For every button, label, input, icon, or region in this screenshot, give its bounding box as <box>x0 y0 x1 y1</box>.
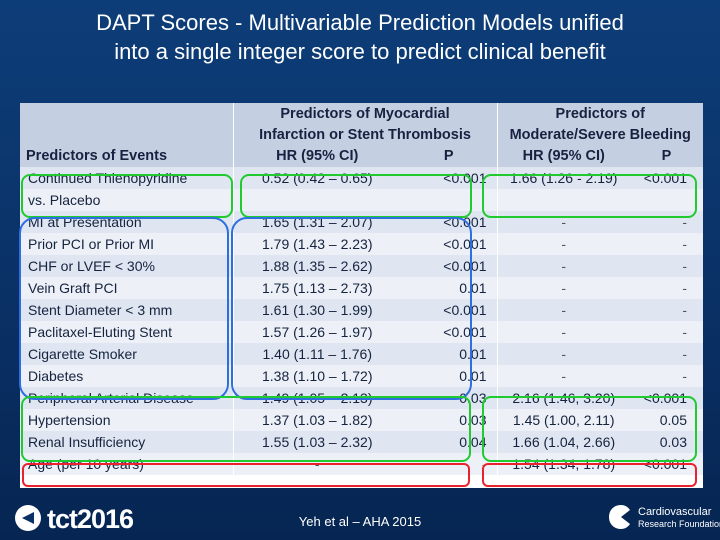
crf-logo-icon <box>609 505 630 529</box>
predictor-cell: Vein Graft PCI <box>20 277 233 299</box>
crf-line-1: Cardiovascular <box>638 506 712 518</box>
bleed-hr-cell: 1.45 (1.00, 2.11) <box>496 409 630 431</box>
bleed-p-cell: 0.03 <box>630 431 703 453</box>
mi-p-cell: 0.04 <box>401 431 497 453</box>
bleed-hr-cell: - <box>496 365 630 387</box>
mi-p-cell: 0.01 <box>401 343 497 365</box>
mi-group-header-line1: Predictors of Myocardial <box>232 103 497 124</box>
bleed-p-cell: - <box>630 299 703 321</box>
mi-hr-cell: 1.40 (1.11 – 1.76) <box>232 343 401 365</box>
bleed-hr-cell: 1.66 (1.04, 2.66) <box>496 431 630 453</box>
table-row: vs. Placebo <box>20 189 703 211</box>
tct-logo-icon <box>15 505 41 531</box>
tct-logo-text: tct2016 <box>47 504 134 534</box>
bleed-group-header-line1: Predictors of <box>496 103 703 124</box>
table-row: Vein Graft PCI 1.75 (1.13 – 2.73) 0.01- - <box>20 277 703 299</box>
mi-p-cell: <0.001 <box>401 299 497 321</box>
mi-p-cell: <0.001 <box>401 255 497 277</box>
title-line-2: into a single integer score to predict c… <box>114 39 606 64</box>
predictor-cell: Renal Insufficiency <box>20 431 233 453</box>
bleed-p-cell: - <box>630 321 703 343</box>
mi-p-cell: <0.001 <box>401 233 497 255</box>
table-row: CHF or LVEF < 30% 1.88 (1.35 – 2.62) <0.00… <box>20 255 703 277</box>
mi-hr-cell: 1.38 (1.10 – 1.72) <box>232 365 401 387</box>
col-header-bleed-p: P <box>630 145 703 167</box>
col-header-bleed-hr: HR (95% CI) <box>496 145 630 167</box>
mi-p-cell: <0.001 <box>401 321 497 343</box>
mi-hr-cell: 1.88 (1.35 – 2.62) <box>232 255 401 277</box>
table-row: Paclitaxel-Eluting Stent 1.57 (1.26 – 1.9… <box>20 321 703 343</box>
slide-title: DAPT Scores - Multivariable Prediction M… <box>0 8 720 66</box>
mi-group-header-line2: Infarction or Stent Thrombosis <box>232 124 497 145</box>
highlight-thienopyridine-label <box>21 174 233 218</box>
bleed-p-cell: - <box>630 255 703 277</box>
predictor-cell: Diabetes <box>20 365 233 387</box>
mi-hr-cell: 1.75 (1.13 – 2.73) <box>232 277 401 299</box>
bleed-p-cell: - <box>630 277 703 299</box>
predictor-table: Predictors of Myocardial Predictors of I… <box>20 103 703 488</box>
predictor-cell: Prior PCI or Prior MI <box>20 233 233 255</box>
highlight-age-mi <box>22 463 470 487</box>
bleed-hr-cell: - <box>496 233 630 255</box>
bleed-hr-cell: - <box>496 343 630 365</box>
table-row: Cigarette Smoker 1.40 (1.11 – 1.76) 0.01- - <box>20 343 703 365</box>
col-header-mi-p: P <box>401 145 497 167</box>
table-row: Stent Diameter < 3 mm 1.61 (1.30 – 1.99) <… <box>20 299 703 321</box>
highlight-shared-mi <box>21 396 471 462</box>
predictor-cell: Stent Diameter < 3 mm <box>20 299 233 321</box>
highlight-thienopyridine-mi <box>240 174 472 218</box>
mi-hr-cell: 1.79 (1.43 – 2.23) <box>232 233 401 255</box>
bleed-hr-cell: - <box>496 321 630 343</box>
predictor-cell: vs. Placebo <box>20 189 233 211</box>
bleed-p-cell: - <box>630 365 703 387</box>
bleed-p-cell <box>630 189 703 211</box>
bleed-p-cell: <0.001 <box>630 387 703 409</box>
table-row: Hypertension 1.37 (1.03 – 1.82) 0.03 1.45 (… <box>20 409 703 431</box>
mi-hr-cell <box>232 189 401 211</box>
mi-p-cell: 0.01 <box>401 277 497 299</box>
mi-hr-cell: 1.55 (1.03 – 2.32) <box>232 431 401 453</box>
header-blank <box>20 124 233 145</box>
highlight-thienopyridine-bleed <box>482 174 697 218</box>
header-blank <box>20 103 233 124</box>
mi-p-cell <box>401 189 497 211</box>
predictor-cell: Cigarette Smoker <box>20 343 233 365</box>
highlight-age-bleed <box>482 463 697 487</box>
predictor-cell: Hypertension <box>20 409 233 431</box>
bleed-hr-cell <box>496 189 630 211</box>
mi-p-cell: 0.01 <box>401 365 497 387</box>
table-row: Renal Insufficiency 1.55 (1.03 – 2.32) 0.0… <box>20 431 703 453</box>
bleed-hr-cell: - <box>496 299 630 321</box>
col-header-predictors: Predictors of Events <box>20 145 233 167</box>
highlight-shared-bleed <box>482 396 697 462</box>
table-row: Prior PCI or Prior MI 1.79 (1.43 – 2.23) <… <box>20 233 703 255</box>
predictor-cell: CHF or LVEF < 30% <box>20 255 233 277</box>
col-header-mi-hr: HR (95% CI) <box>232 145 401 167</box>
bleed-hr-cell: 2.16 (1.46, 3.20) <box>496 387 630 409</box>
bleed-p-cell: 0.05 <box>630 409 703 431</box>
mi-hr-cell: 1.37 (1.03 – 1.82) <box>232 409 401 431</box>
bleed-hr-cell: - <box>496 277 630 299</box>
bleed-hr-cell: - <box>496 255 630 277</box>
footer: tct2016 Yeh et al – AHA 2015 Cardiovascu… <box>0 500 720 540</box>
predictor-cell: Paclitaxel-Eluting Stent <box>20 321 233 343</box>
bleed-group-header-line2: Moderate/Severe Bleeding <box>496 124 703 145</box>
highlight-ischemic-predictors <box>19 217 229 400</box>
title-line-1: DAPT Scores - Multivariable Prediction M… <box>96 10 624 35</box>
mi-hr-cell: 1.57 (1.26 – 1.97) <box>232 321 401 343</box>
citation: Yeh et al – AHA 2015 <box>298 514 422 529</box>
bleed-p-cell: - <box>630 343 703 365</box>
mi-p-cell: 0.03 <box>401 409 497 431</box>
table-row: Diabetes 1.38 (1.10 – 1.72) 0.01- - <box>20 365 703 387</box>
crf-line-2: Research Foundation <box>638 519 720 529</box>
highlight-ischemic-hr <box>231 217 472 400</box>
table-row: Continued Thienopyridine 0.52 (0.42 – 0.6… <box>20 167 703 189</box>
bleed-p-cell: - <box>630 233 703 255</box>
mi-hr-cell: 1.61 (1.30 – 1.99) <box>232 299 401 321</box>
